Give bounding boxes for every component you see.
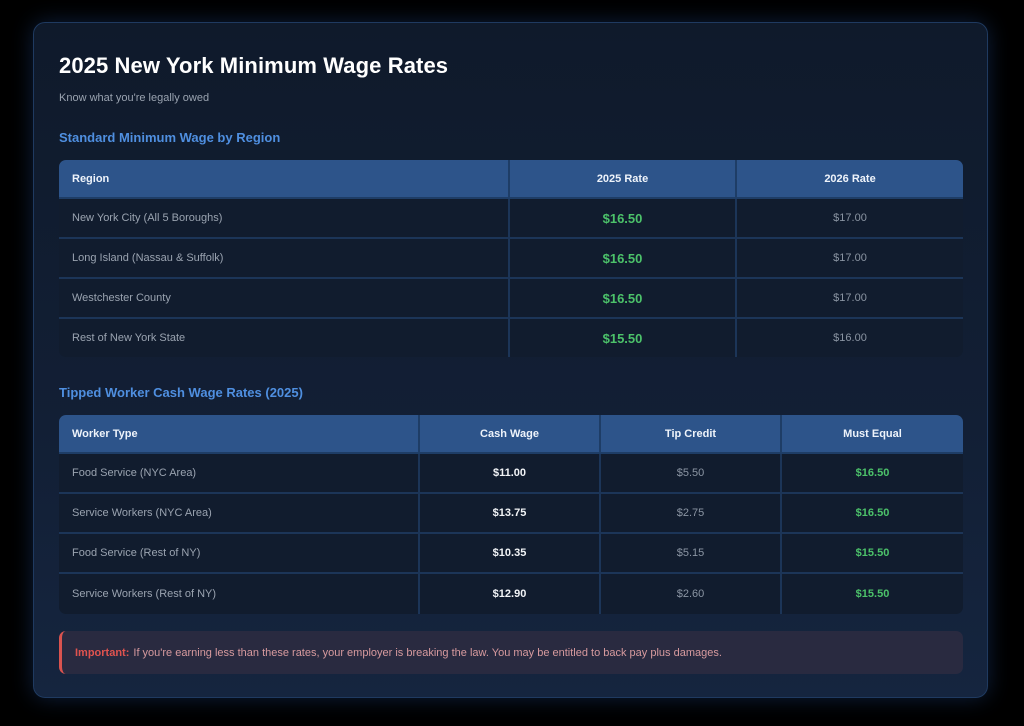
rate-2026-cell: $17.00 xyxy=(737,199,963,239)
column-header-region: Region xyxy=(59,160,510,199)
region-cell: Westchester County xyxy=(59,279,510,319)
rate-2026-cell: $17.00 xyxy=(737,279,963,319)
rate-2026-cell: $16.00 xyxy=(833,332,867,344)
cash-wage-cell: $13.75 xyxy=(420,494,601,534)
column-header-cash-wage: Cash Wage xyxy=(420,415,601,454)
wage-card: 2025 New York Minimum Wage Rates Know wh… xyxy=(33,22,988,698)
table-row: Long Island (Nassau & Suffolk) $16.50 $1… xyxy=(59,239,963,279)
important-alert: Important: If you're earning less than t… xyxy=(59,631,963,674)
cash-wage-cell: $12.90 xyxy=(420,574,601,614)
rate-2025-cell: $16.50 xyxy=(510,239,737,279)
worker-type-cell: Food Service (Rest of NY) xyxy=(59,534,420,574)
tipped-section-title: Tipped Worker Cash Wage Rates (2025) xyxy=(59,385,303,400)
cash-wage-cell: $10.35 xyxy=(420,534,601,574)
must-equal-cell: $16.50 xyxy=(782,494,963,534)
column-header-2025-rate: 2025 Rate xyxy=(510,160,737,199)
rate-2025-cell: $16.50 xyxy=(510,279,737,319)
must-equal-cell: $15.50 xyxy=(855,588,890,600)
table-row: Rest of New York State $15.50 $16.00 xyxy=(59,319,963,357)
column-header-2026-rate: 2026 Rate xyxy=(737,160,963,199)
tip-credit-cell: $5.50 xyxy=(601,454,782,494)
standard-section-title: Standard Minimum Wage by Region xyxy=(59,130,281,145)
rate-2025-cell: $15.50 xyxy=(510,319,737,357)
tipped-wage-table: Worker Type Cash Wage Tip Credit Must Eq… xyxy=(59,415,963,614)
region-cell: Rest of New York State xyxy=(59,319,510,357)
table-header-row: Worker Type Cash Wage Tip Credit Must Eq… xyxy=(59,415,963,454)
table-row: Food Service (NYC Area) $11.00 $5.50 $16… xyxy=(59,454,963,494)
tip-credit-cell: $2.75 xyxy=(601,494,782,534)
table-header-row: Region 2025 Rate 2026 Rate xyxy=(59,160,963,199)
table-row: Service Workers (NYC Area) $13.75 $2.75 … xyxy=(59,494,963,534)
alert-label: Important: xyxy=(75,646,130,659)
must-equal-cell: $15.50 xyxy=(782,534,963,574)
page-title: 2025 New York Minimum Wage Rates xyxy=(59,53,449,78)
tip-credit-cell: $5.15 xyxy=(601,534,782,574)
table-row: Food Service (Rest of NY) $10.35 $5.15 $… xyxy=(59,534,963,574)
tip-credit-cell: $2.60 xyxy=(601,574,782,614)
table-row: Service Workers (Rest of NY) $12.90 $2.6… xyxy=(59,574,963,614)
column-header-must-equal: Must Equal xyxy=(782,415,963,454)
worker-type-cell: Service Workers (Rest of NY) xyxy=(59,574,420,614)
region-cell: Long Island (Nassau & Suffolk) xyxy=(59,239,510,279)
rate-2025-cell: $16.50 xyxy=(510,199,737,239)
rate-2026-cell: $17.00 xyxy=(737,239,963,279)
table-row: Westchester County $16.50 $17.00 xyxy=(59,279,963,319)
page-subtitle: Know what you're legally owed xyxy=(59,92,210,104)
region-cell: New York City (All 5 Boroughs) xyxy=(59,199,510,239)
worker-type-cell: Service Workers (NYC Area) xyxy=(59,494,420,534)
table-row: New York City (All 5 Boroughs) $16.50 $1… xyxy=(59,199,963,239)
cash-wage-cell: $11.00 xyxy=(420,454,601,494)
column-header-tip-credit: Tip Credit xyxy=(601,415,782,454)
must-equal-cell: $16.50 xyxy=(782,454,963,494)
worker-type-cell: Food Service (NYC Area) xyxy=(59,454,420,494)
column-header-worker-type: Worker Type xyxy=(59,415,420,454)
alert-text: If you're earning less than these rates,… xyxy=(133,646,722,659)
standard-wage-table: Region 2025 Rate 2026 Rate New York City… xyxy=(59,160,963,357)
